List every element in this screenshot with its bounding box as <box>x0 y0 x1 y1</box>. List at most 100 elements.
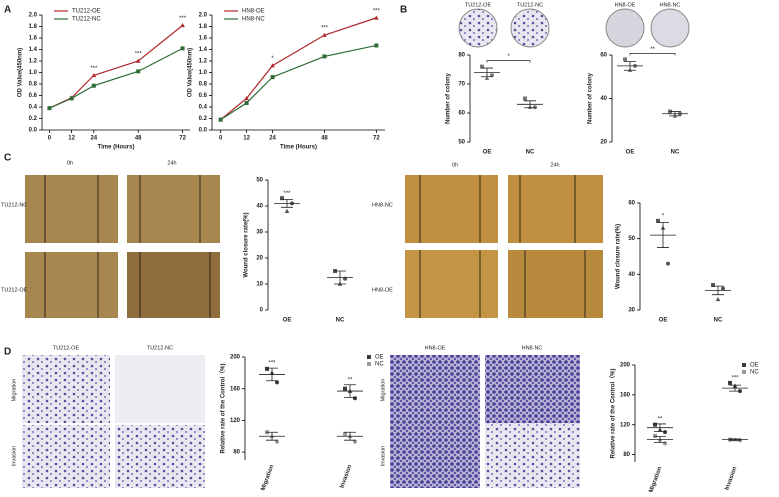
x-axis-label: Time (Hours) <box>98 145 135 151</box>
point <box>322 32 327 37</box>
legend-label: NC <box>375 362 384 368</box>
point <box>218 117 223 122</box>
y-tick-label: 20 <box>256 256 263 262</box>
x-tick-label: 0 <box>219 136 223 142</box>
error-bar <box>281 199 293 208</box>
y-tick-label: 50 <box>458 140 465 146</box>
point <box>721 286 725 291</box>
photo <box>458 8 498 48</box>
photo <box>650 8 690 48</box>
legend-marker <box>367 362 371 366</box>
x-tick-label: 24 <box>90 136 97 142</box>
x-tick-label: OE <box>659 318 668 324</box>
annotation: * <box>662 213 665 219</box>
image-label: TU212-NC <box>1 202 27 208</box>
point <box>270 63 275 68</box>
point <box>480 64 484 69</box>
y-axis-label: Number of colony <box>446 72 452 124</box>
photo <box>115 355 205 423</box>
image-label: TU212-OE <box>1 287 28 293</box>
image-label: 0h <box>67 160 73 166</box>
y-tick-label: 0.2 <box>29 116 38 122</box>
y-tick-label: 2.0 <box>29 13 38 19</box>
x-tick-label: 24 <box>269 136 276 142</box>
x-tick-label: OE <box>626 150 635 156</box>
y-tick-label: 1.4 <box>199 47 208 53</box>
y-tick-label: 0.8 <box>29 82 38 88</box>
annotation: ** <box>348 377 353 383</box>
y-tick-label: 50 <box>256 178 263 184</box>
y-tick-label: 80 <box>233 450 240 456</box>
legend-label: TU212-NC <box>72 17 101 23</box>
y-tick-label: 1.2 <box>199 59 208 65</box>
annotation: *** <box>90 66 98 72</box>
y-tick-label: 120 <box>620 422 631 428</box>
point <box>663 430 667 435</box>
image-label: 24h <box>167 160 176 166</box>
x-tick-label: Invasion <box>724 466 738 491</box>
photo <box>22 355 110 423</box>
error-bar <box>266 431 278 441</box>
panel-label: D <box>4 347 11 358</box>
image-label: TU212-NC <box>147 345 173 351</box>
photo <box>390 423 480 488</box>
point <box>353 396 357 401</box>
point <box>490 73 494 78</box>
y-axis-label: Wound closure rate(%) <box>616 224 622 289</box>
legend-label: TU212-OE <box>72 9 101 15</box>
y-tick-label: 70 <box>458 82 465 88</box>
photo <box>510 8 550 48</box>
annotation: *** <box>268 361 276 367</box>
y-tick-label: 1.0 <box>199 70 208 76</box>
error-bar <box>344 431 356 441</box>
point <box>280 196 284 201</box>
point <box>244 100 249 105</box>
error-bar <box>266 367 278 382</box>
series-line <box>220 44 377 121</box>
y-tick-label: 1.6 <box>199 36 208 42</box>
point <box>91 72 97 78</box>
bracket <box>629 53 676 56</box>
photo <box>405 250 498 318</box>
point <box>284 208 290 213</box>
error-bar <box>657 222 669 248</box>
x-tick-label: 72 <box>373 136 380 142</box>
point <box>711 283 715 288</box>
photo <box>405 175 498 243</box>
y-tick-label: 0.6 <box>29 93 38 99</box>
point <box>275 439 279 444</box>
x-tick-label: 0 <box>48 136 52 142</box>
colony-images: TU212-OE TU212-NC HN8-OE HN8-NC <box>458 2 690 48</box>
y-tick-label: 30 <box>256 230 263 236</box>
x-tick-label: 48 <box>135 136 142 142</box>
point <box>270 75 275 80</box>
series-line <box>49 47 183 109</box>
point <box>275 380 279 385</box>
point <box>666 261 670 266</box>
transwell-images: TU212-OE TU212-NC HN8-OE HN8-NC Migratio… <box>11 345 580 488</box>
error-bar <box>712 285 724 296</box>
point <box>353 439 357 444</box>
y-tick-label: 60 <box>458 111 465 117</box>
point <box>91 83 96 88</box>
x-tick-label: OE <box>483 150 492 156</box>
panel-label: A <box>4 5 11 16</box>
x-tick-label: 12 <box>68 136 75 142</box>
point <box>47 106 52 111</box>
y-tick-label: 200 <box>620 363 631 369</box>
point <box>374 43 379 48</box>
error-bar <box>344 384 356 398</box>
photo <box>22 425 110 488</box>
x-tick-label: NC <box>671 150 680 156</box>
point <box>715 296 721 302</box>
y-axis-label: OD Value(450nm) <box>188 48 194 97</box>
point <box>663 441 667 446</box>
image-label: HN8-OE <box>615 2 636 8</box>
point <box>322 54 327 59</box>
annotation: ** <box>658 417 663 423</box>
photo <box>127 252 220 318</box>
wound-images: 0h 24h 0h 24h TU212-NC TU212-OE HN8-NC H… <box>1 160 603 318</box>
image-label: Migration <box>380 379 386 402</box>
y-tick-label: 120 <box>230 418 241 424</box>
y-tick-label: 0.4 <box>199 105 208 111</box>
